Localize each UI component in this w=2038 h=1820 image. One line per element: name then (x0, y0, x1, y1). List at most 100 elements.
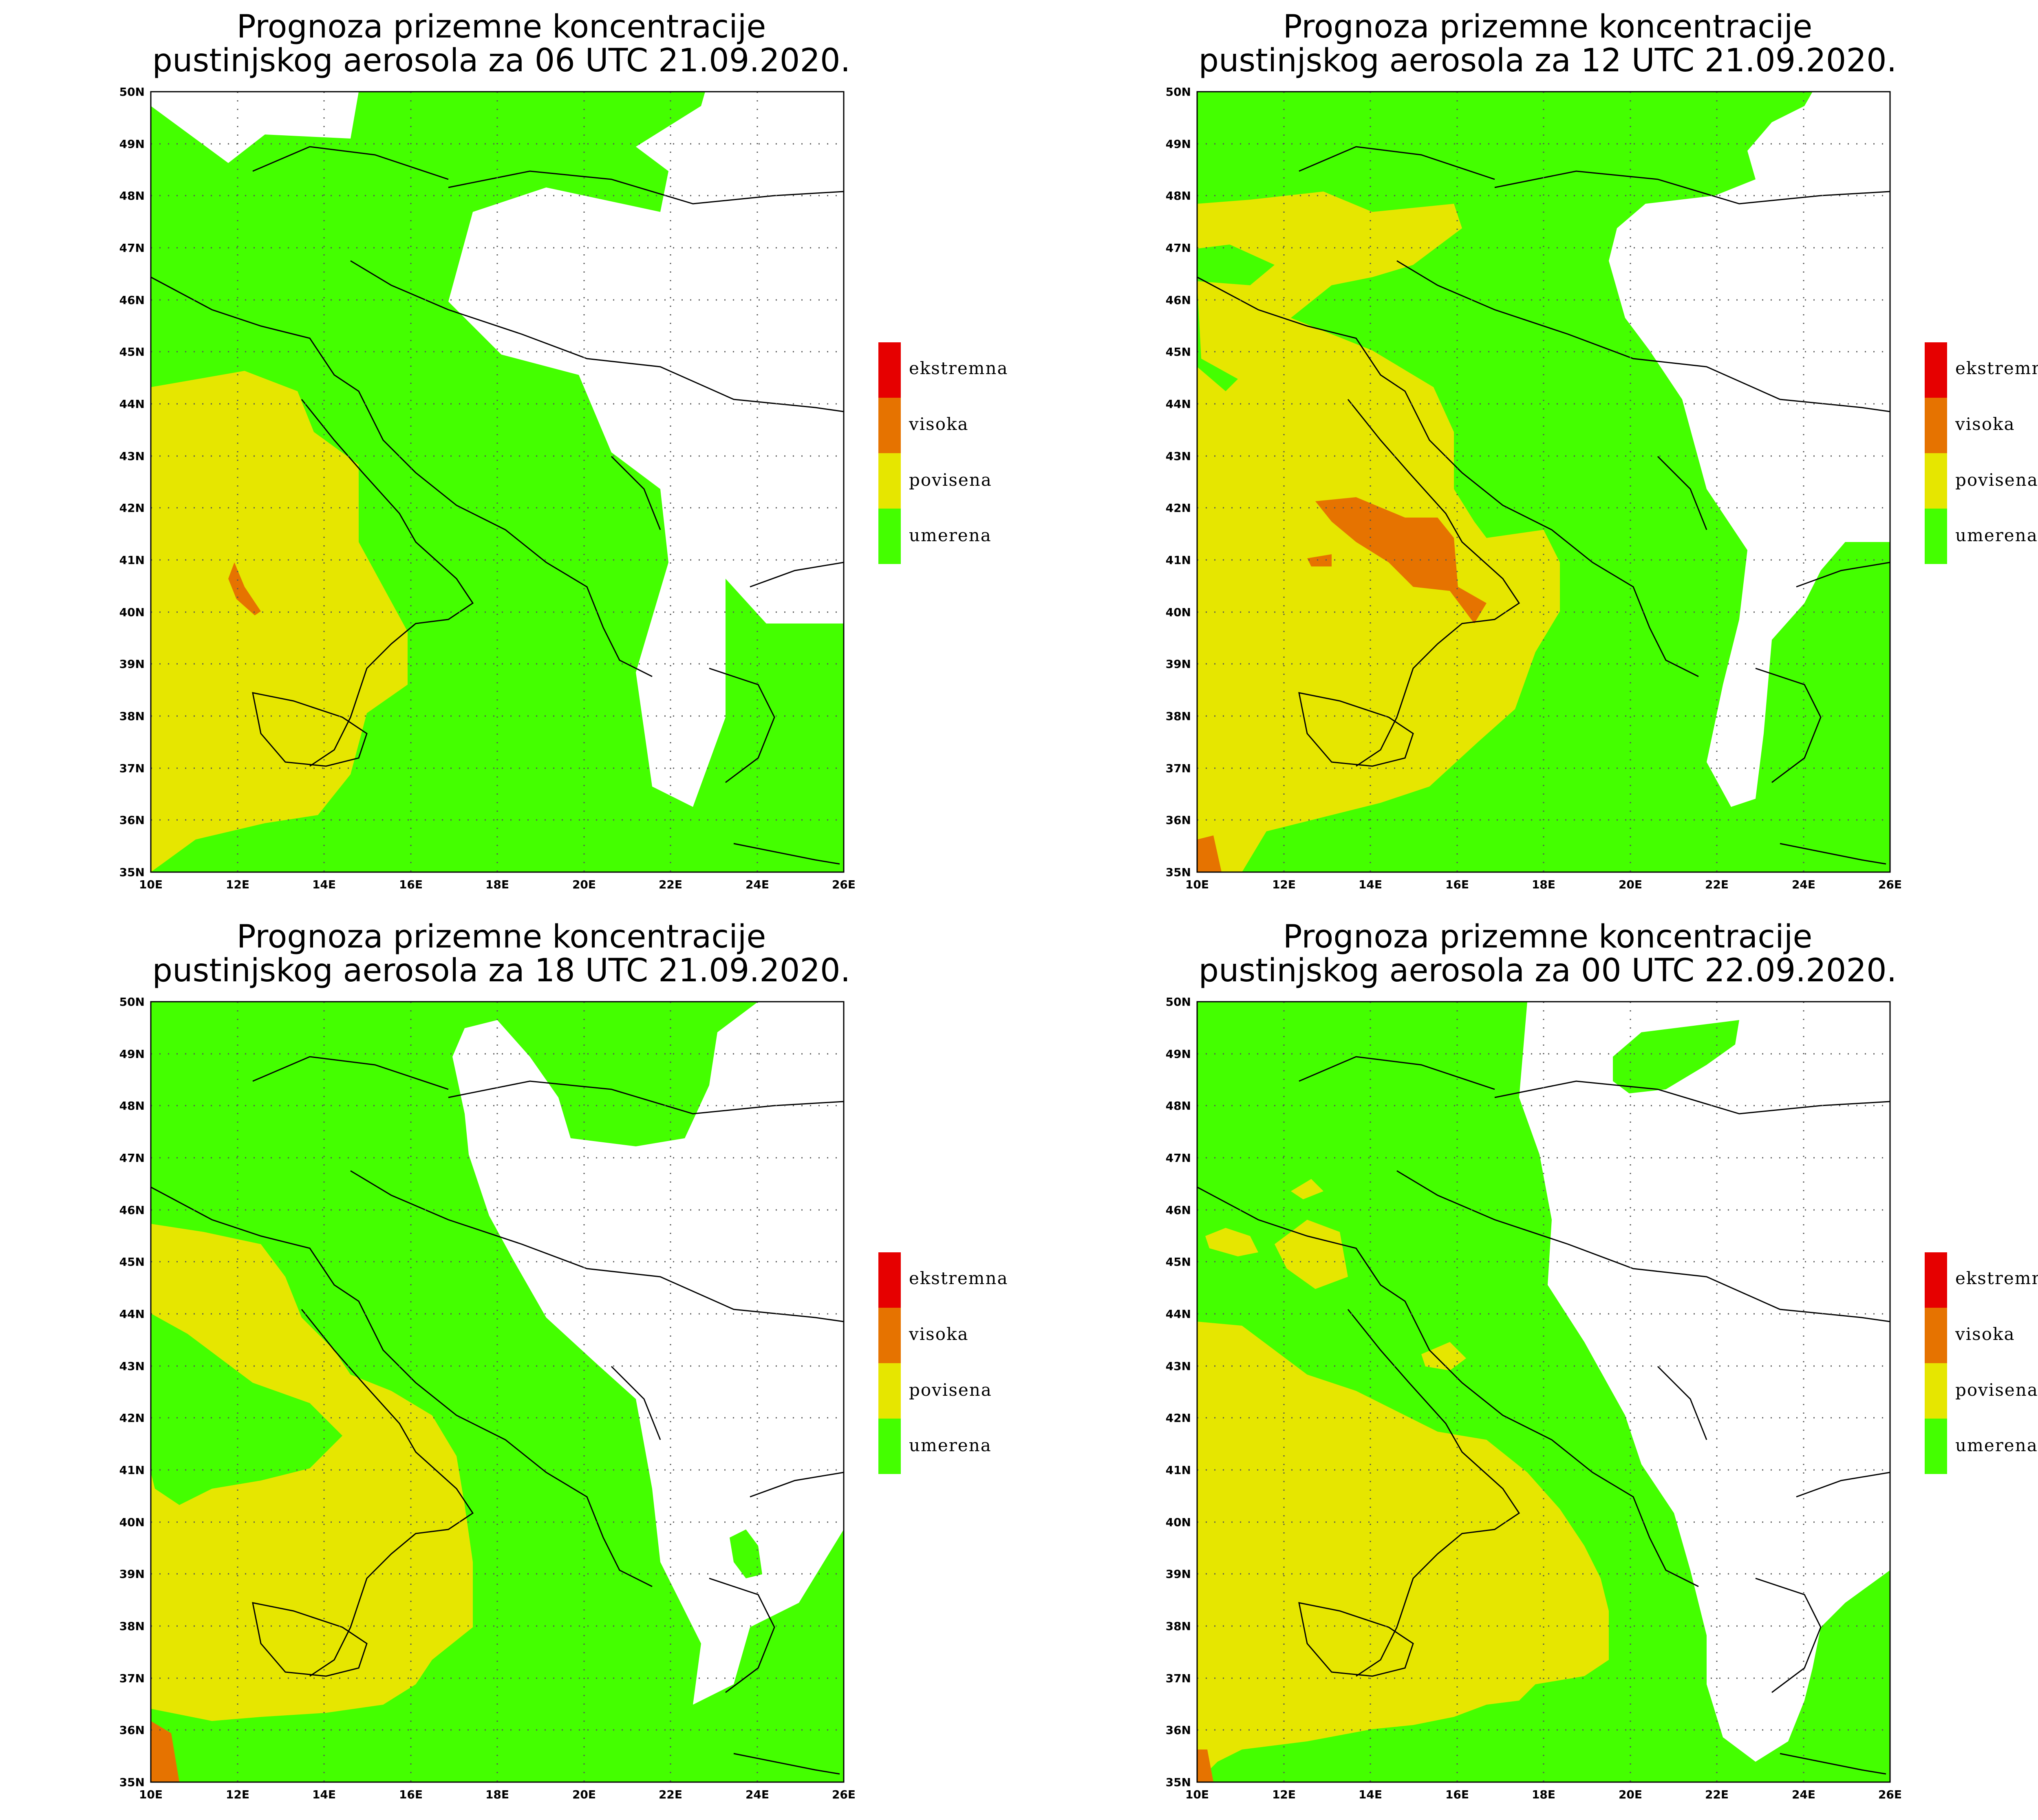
map-area (150, 1002, 844, 1782)
lat-tick: 38N (119, 709, 145, 723)
lat-tick: 49N (1166, 137, 1191, 151)
lat-tick: 40N (119, 606, 145, 619)
lon-tick: 10E (1185, 1788, 1209, 1801)
map-frame (1196, 91, 1891, 873)
lon-tick: 26E (832, 1788, 856, 1801)
legend-label-ekstremna: ekstremna (909, 1268, 1008, 1288)
clean-area (452, 1002, 844, 1705)
legend-label-visoka: visoka (1955, 1324, 2015, 1344)
clean-area (1519, 1002, 1890, 1762)
panel-title-line2: pustinjskog aerosola za 18 UTC 21.09.202… (152, 952, 851, 989)
panel-title-line2: pustinjskog aerosola za 12 UTC 21.09.202… (1199, 42, 1897, 79)
povisena-area (1197, 1322, 1609, 1782)
map-panel-0022: Prognoza prizemne koncentracije pustinjs… (1046, 910, 2038, 1820)
lon-tick: 16E (1445, 878, 1469, 891)
lon-tick: 12E (1272, 878, 1296, 891)
clean-area-nw (151, 92, 359, 163)
lon-tick: 14E (1359, 878, 1382, 891)
map-svg: Prognoza prizemne koncentracije pustinjs… (1166, 919, 2038, 1801)
legend-label-umerena: umerena (1955, 1435, 2038, 1455)
lat-tick: 43N (1166, 1359, 1191, 1373)
lon-tick-labels: 10E 12E 14E 16E 18E 20E 22E 24E 26E (1185, 878, 1902, 891)
lat-tick: 41N (119, 553, 145, 567)
lat-tick: 42N (119, 501, 145, 515)
lon-tick: 12E (226, 1788, 249, 1801)
lon-tick: 14E (312, 1788, 336, 1801)
lat-tick: 36N (1166, 1723, 1191, 1737)
lat-tick: 37N (1166, 762, 1191, 775)
legend-label-povisena: povisena (1955, 470, 2038, 490)
visoka-corner (151, 1721, 179, 1782)
lat-tick: 40N (119, 1516, 145, 1529)
legend-swatch-visoka (878, 398, 901, 453)
lat-tick: 35N (1166, 1776, 1191, 1789)
lon-tick-labels: 10E 12E 14E 16E 18E 20E 22E 24E 26E (139, 878, 856, 891)
legend-swatch-ekstremna (878, 342, 901, 398)
legend-label-povisena: povisena (909, 470, 992, 490)
lat-tick: 46N (119, 293, 145, 307)
lon-tick: 10E (1185, 878, 1209, 891)
map-svg: Prognoza prizemne koncentracije pustinjs… (1166, 9, 2038, 891)
visoka-spot (228, 562, 261, 615)
lon-tick: 18E (1532, 1788, 1555, 1801)
lat-tick: 49N (119, 137, 145, 151)
lat-tick: 36N (1166, 813, 1191, 827)
lat-tick: 43N (1166, 449, 1191, 463)
legend-swatch-ekstremna (1925, 1252, 1947, 1308)
panel-title-line1: Prognoza prizemne koncentracije (237, 919, 766, 955)
legend-swatch-povisena (1925, 453, 1947, 509)
legend-label-umerena: umerena (1955, 525, 2038, 545)
lon-tick: 22E (659, 878, 682, 891)
povisena-patch-3 (1291, 1179, 1323, 1199)
lat-tick: 49N (1166, 1047, 1191, 1061)
coastlines (150, 146, 844, 865)
lat-tick: 39N (1166, 1567, 1191, 1581)
map-frame (1196, 1001, 1891, 1783)
legend-label-visoka: visoka (1955, 414, 2015, 434)
lat-tick: 38N (119, 1619, 145, 1633)
lon-tick: 20E (572, 878, 596, 891)
legend: ekstremna visoka povisena umerena (878, 342, 1008, 564)
lon-tick: 24E (1792, 878, 1815, 891)
lon-tick: 26E (1878, 1788, 1902, 1801)
lat-tick: 36N (119, 813, 145, 827)
lat-tick: 50N (119, 995, 145, 1009)
lon-tick: 20E (1619, 1788, 1642, 1801)
visoka-area (1315, 497, 1487, 624)
lat-tick: 44N (1166, 397, 1191, 411)
lon-tick: 16E (399, 1788, 423, 1801)
map-panel-0621: Prognoza prizemne koncentracije pustinjs… (0, 0, 1046, 910)
lon-tick: 12E (226, 878, 249, 891)
lat-tick: 50N (1166, 995, 1191, 1009)
map-area (1197, 92, 1890, 872)
umerena-island (730, 1529, 762, 1578)
lat-tick: 44N (119, 1307, 145, 1321)
lon-tick: 16E (399, 878, 423, 891)
map-area (1197, 1002, 1890, 1782)
lon-tick: 18E (1532, 878, 1555, 891)
lat-tick: 39N (119, 1567, 145, 1581)
lat-tick: 42N (1166, 1411, 1191, 1425)
legend-swatch-ekstremna (878, 1252, 901, 1308)
lat-tick: 44N (1166, 1307, 1191, 1321)
legend-label-povisena: povisena (909, 1380, 992, 1400)
coastlines (150, 1056, 844, 1775)
lat-tick: 47N (119, 241, 145, 255)
panel-title-line1: Prognoza prizemne koncentracije (1283, 919, 1813, 955)
lat-tick: 48N (1166, 1099, 1191, 1113)
visoka-corner (1197, 1749, 1213, 1782)
legend-swatch-povisena (878, 1363, 901, 1419)
lat-tick: 35N (119, 1776, 145, 1789)
lon-tick: 10E (139, 878, 163, 891)
legend-label-povisena: povisena (1955, 1380, 2038, 1400)
lat-tick: 35N (119, 866, 145, 879)
legend: ekstremna visoka povisena umerena (1925, 1252, 2038, 1474)
lon-tick: 10E (139, 1788, 163, 1801)
lat-tick: 45N (119, 1255, 145, 1269)
lat-tick: 49N (119, 1047, 145, 1061)
lat-tick: 44N (119, 397, 145, 411)
legend-label-ekstremna: ekstremna (909, 358, 1008, 378)
coastlines (1197, 1056, 1890, 1775)
lat-tick: 48N (1166, 189, 1191, 203)
clean-area (1609, 92, 1890, 807)
